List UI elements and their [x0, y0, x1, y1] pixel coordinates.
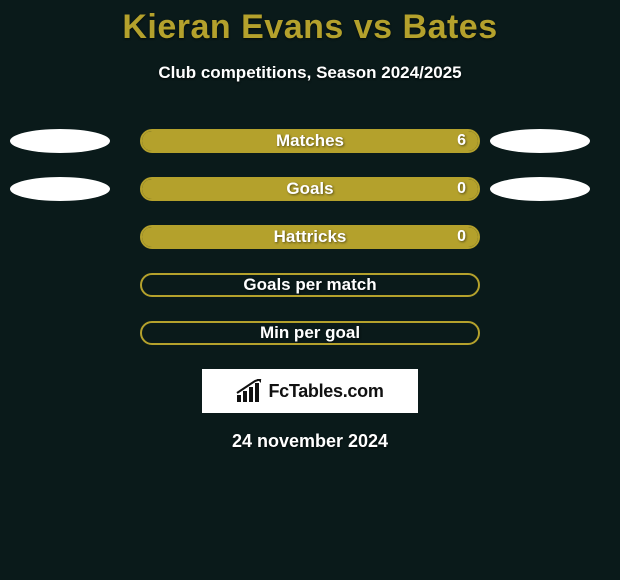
page-subtitle: Club competitions, Season 2024/2025 — [0, 63, 620, 83]
stat-bar: Hattricks 0 — [140, 225, 480, 249]
stat-bar-fill — [142, 179, 478, 199]
stat-bar-fill — [142, 131, 478, 151]
bar-growth-icon — [236, 379, 262, 403]
page-title: Kieran Evans vs Bates — [0, 8, 620, 47]
stat-label: Min per goal — [142, 323, 478, 343]
stat-rows: Matches 6 Goals 0 Hattricks 0 — [0, 129, 620, 347]
stat-row-hattricks: Hattricks 0 — [0, 225, 620, 251]
stat-row-goals: Goals 0 — [0, 177, 620, 203]
player2-ellipse — [490, 177, 590, 201]
stat-row-goals-per-match: Goals per match — [0, 273, 620, 299]
comparison-infographic: Kieran Evans vs Bates Club competitions,… — [0, 0, 620, 580]
logo-box: FcTables.com — [202, 369, 418, 413]
stat-row-min-per-goal: Min per goal — [0, 321, 620, 347]
logo-text: FcTables.com — [268, 381, 383, 402]
stat-bar: Min per goal — [140, 321, 480, 345]
player1-ellipse — [10, 129, 110, 153]
player1-ellipse — [10, 177, 110, 201]
player2-ellipse — [490, 129, 590, 153]
stat-row-matches: Matches 6 — [0, 129, 620, 155]
stat-bar-fill — [142, 227, 478, 247]
stat-bar: Matches 6 — [140, 129, 480, 153]
stat-bar: Goals 0 — [140, 177, 480, 201]
stat-bar: Goals per match — [140, 273, 480, 297]
stat-label: Goals per match — [142, 275, 478, 295]
infographic-date: 24 november 2024 — [0, 431, 620, 452]
